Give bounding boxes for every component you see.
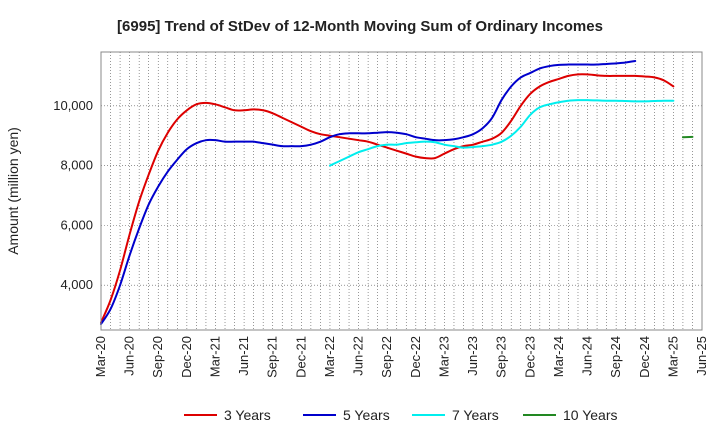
- x-tick-label: Dec-20: [179, 336, 194, 378]
- legend-label: 5 Years: [343, 407, 390, 423]
- x-tick-label: Jun-22: [351, 336, 366, 376]
- chart-title: [6995] Trend of StDev of 12-Month Moving…: [117, 18, 603, 35]
- legend-item-3-years: 3 Years: [184, 407, 271, 423]
- x-tick-label: Mar-22: [322, 336, 337, 377]
- x-tick-label: Sep-21: [265, 336, 280, 378]
- x-tick-label: Mar-23: [436, 336, 451, 377]
- x-tick-label: Dec-23: [522, 336, 537, 378]
- series-line-3-years: [100, 73, 675, 324]
- legend-label: 10 Years: [563, 407, 618, 423]
- legend-label: 7 Years: [452, 407, 499, 423]
- x-tick-label: Jun-24: [580, 336, 595, 376]
- x-tick-label: Dec-21: [293, 336, 308, 378]
- legend-item-5-years: 5 Years: [303, 407, 390, 423]
- y-tick-label: 6,000: [60, 217, 93, 232]
- grid-lines: [101, 52, 702, 330]
- x-tick-label: Dec-22: [408, 336, 423, 378]
- x-tick-label: Mar-21: [207, 336, 222, 377]
- x-tick-label: Jun-20: [122, 336, 137, 376]
- x-tick-label: Jun-23: [465, 336, 480, 376]
- legend-label: 3 Years: [224, 407, 271, 423]
- y-axis-label: Amount (million yen): [5, 127, 21, 255]
- x-tick-label: Mar-25: [665, 336, 680, 377]
- x-tick-label: Dec-24: [637, 336, 652, 378]
- x-tick-label: Mar-20: [93, 336, 108, 377]
- x-tick-label: Sep-20: [150, 336, 165, 378]
- x-tick-label: Sep-23: [494, 336, 509, 378]
- x-tick-label: Jun-21: [236, 336, 251, 376]
- y-tick-label: 4,000: [60, 277, 93, 292]
- x-tick-label: Sep-22: [379, 336, 394, 378]
- y-tick-label: 8,000: [60, 158, 93, 173]
- x-tick-label: Sep-24: [608, 336, 623, 378]
- y-tick-label: 10,000: [53, 98, 93, 113]
- x-tick-labels: Mar-20 Jun-20 Sep-20 Dec-20 Mar-21 Jun-21 Sep-…: [93, 336, 709, 378]
- plot-border: [100, 51, 703, 331]
- x-tick-label: Jun-25: [694, 336, 709, 376]
- x-tick-label: Mar-24: [551, 336, 566, 377]
- legend-item-7-years: 7 Years: [412, 407, 499, 423]
- legend-item-10-years: 10 Years: [523, 407, 618, 423]
- series-line-7-years: [328, 99, 675, 167]
- series-line-5-years: [100, 59, 637, 326]
- y-tick-labels: 4,000 6,000 8,000 10,000: [53, 98, 93, 292]
- legend: 3 Years 5 Years 7 Years 10 Years: [184, 407, 618, 423]
- series-layer: [100, 59, 694, 326]
